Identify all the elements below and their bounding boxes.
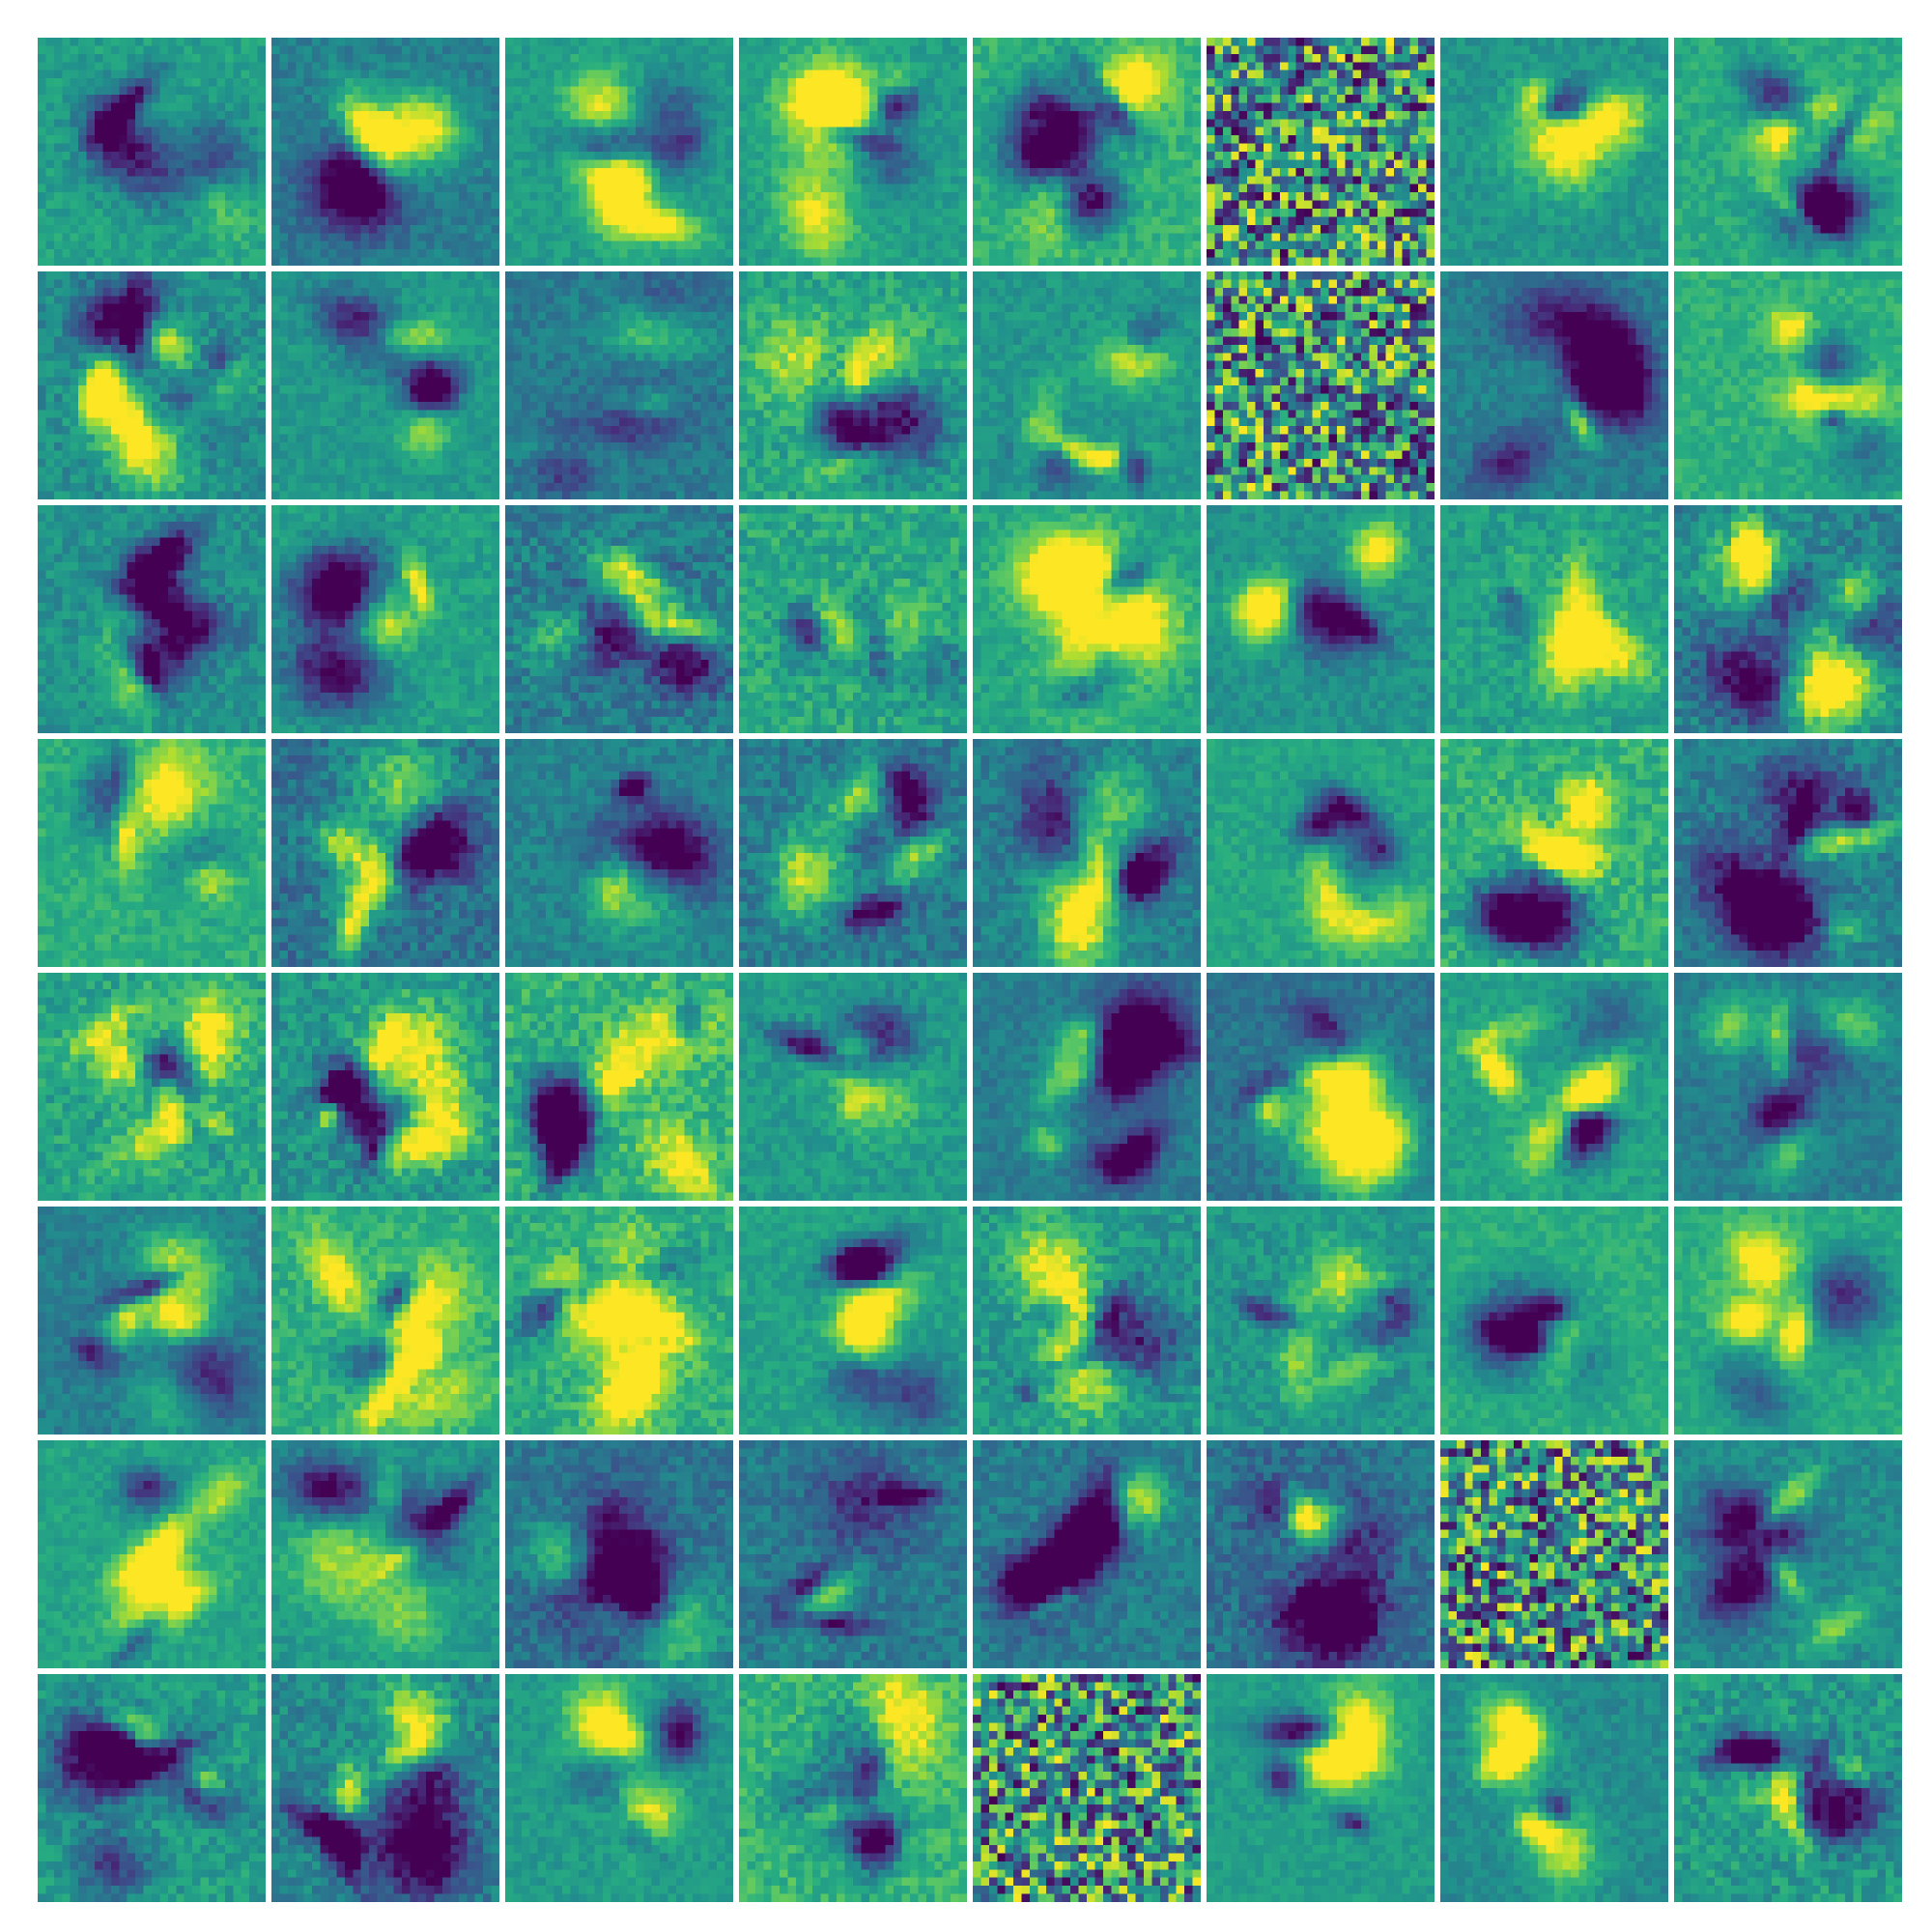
weight-tile-59 <box>739 1674 967 1902</box>
weight-tile-22 <box>1440 505 1668 733</box>
weight-tile-0 <box>38 38 266 266</box>
weight-tile-55 <box>1674 1440 1902 1668</box>
weight-tile-17 <box>271 505 499 733</box>
weight-tile-60 <box>973 1674 1201 1902</box>
weight-tile-26 <box>505 739 733 967</box>
weight-tile-27 <box>739 739 967 967</box>
weight-tile-45 <box>1207 1207 1435 1435</box>
weight-tile-31 <box>1674 739 1902 967</box>
weight-tile-19 <box>739 505 967 733</box>
weights-grid-figure <box>38 38 1902 1902</box>
weight-tile-36 <box>973 973 1201 1201</box>
weight-tile-6 <box>1440 38 1668 266</box>
weight-tile-20 <box>973 505 1201 733</box>
weight-tile-7 <box>1674 38 1902 266</box>
weight-tile-29 <box>1207 739 1435 967</box>
weight-tile-3 <box>739 38 967 266</box>
weight-tile-9 <box>271 271 499 499</box>
weight-tile-23 <box>1674 505 1902 733</box>
weight-tile-13 <box>1207 271 1435 499</box>
weight-tile-14 <box>1440 271 1668 499</box>
weight-tile-16 <box>38 505 266 733</box>
weight-tile-24 <box>38 739 266 967</box>
weight-tile-58 <box>505 1674 733 1902</box>
weight-tile-1 <box>271 38 499 266</box>
weight-tile-40 <box>38 1207 266 1435</box>
weight-tile-8 <box>38 271 266 499</box>
weight-tile-54 <box>1440 1440 1668 1668</box>
weight-tile-47 <box>1674 1207 1902 1435</box>
weight-tile-50 <box>505 1440 733 1668</box>
weight-tile-30 <box>1440 739 1668 967</box>
weight-tile-56 <box>38 1674 266 1902</box>
weight-tile-63 <box>1674 1674 1902 1902</box>
weight-tile-62 <box>1440 1674 1668 1902</box>
weight-tile-52 <box>973 1440 1201 1668</box>
weight-tile-5 <box>1207 38 1435 266</box>
weight-tile-32 <box>38 973 266 1201</box>
weight-tile-49 <box>271 1440 499 1668</box>
weight-tile-35 <box>739 973 967 1201</box>
weight-tile-53 <box>1207 1440 1435 1668</box>
weight-tile-33 <box>271 973 499 1201</box>
weight-tile-15 <box>1674 271 1902 499</box>
weight-tile-51 <box>739 1440 967 1668</box>
weight-tile-18 <box>505 505 733 733</box>
weight-tile-61 <box>1207 1674 1435 1902</box>
weight-tile-38 <box>1440 973 1668 1201</box>
weight-tile-11 <box>739 271 967 499</box>
weight-tile-10 <box>505 271 733 499</box>
weight-tile-42 <box>505 1207 733 1435</box>
weight-tile-39 <box>1674 973 1902 1201</box>
weight-tile-21 <box>1207 505 1435 733</box>
weight-tile-46 <box>1440 1207 1668 1435</box>
weight-tile-34 <box>505 973 733 1201</box>
weight-tile-12 <box>973 271 1201 499</box>
weight-tile-4 <box>973 38 1201 266</box>
weight-tile-37 <box>1207 973 1435 1201</box>
weight-tile-28 <box>973 739 1201 967</box>
weight-tile-57 <box>271 1674 499 1902</box>
weight-tile-41 <box>271 1207 499 1435</box>
weight-tile-44 <box>973 1207 1201 1435</box>
weight-tile-43 <box>739 1207 967 1435</box>
weight-tile-48 <box>38 1440 266 1668</box>
weight-tile-25 <box>271 739 499 967</box>
weight-tile-2 <box>505 38 733 266</box>
